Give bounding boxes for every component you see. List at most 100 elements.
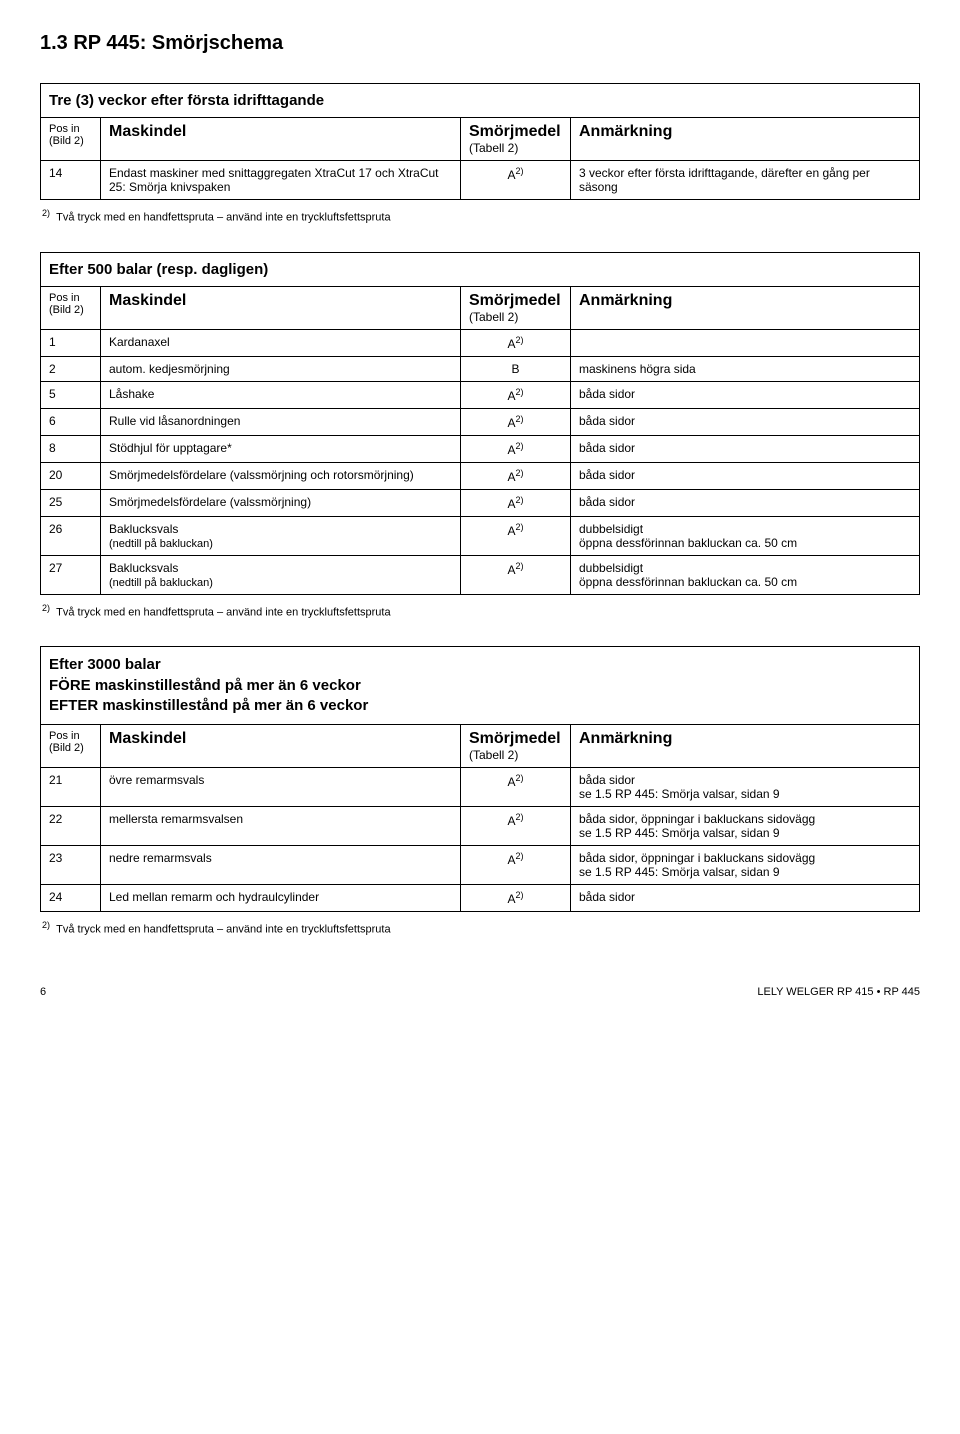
cell-note: 3 veckor efter första idrifttagande, där… xyxy=(571,161,920,200)
cell-pos: 27 xyxy=(41,555,101,594)
cell-note: båda sidor xyxy=(571,462,920,489)
cell-note: båda sidor, öppningar i bakluckans sidov… xyxy=(571,807,920,846)
cell-part: autom. kedjesmörjning xyxy=(101,356,461,381)
table-row: 21 övre remarmsvals A2) båda sidor se 1.… xyxy=(41,768,920,807)
table-heading-row: Efter 3000 balar FÖRE maskinstillestånd … xyxy=(41,647,920,725)
cell-note: dubbelsidigt öppna dessförinnan baklucka… xyxy=(571,516,920,555)
cell-lubricant: A2) xyxy=(461,408,571,435)
cell-lubricant: A2) xyxy=(461,555,571,594)
col-pos: Pos in (Bild 2) xyxy=(41,118,101,161)
cell-pos: 2 xyxy=(41,356,101,381)
cell-lubricant: A2) xyxy=(461,161,571,200)
cell-lubricant: A2) xyxy=(461,807,571,846)
col-note: Anmärkning xyxy=(571,286,920,329)
table-heading-row: Efter 500 balar (resp. dagligen) xyxy=(41,252,920,286)
table-row: 1 Kardanaxel A2) xyxy=(41,329,920,356)
table-row: 24 Led mellan remarm och hydraulcylinder… xyxy=(41,885,920,912)
cell-pos: 26 xyxy=(41,516,101,555)
cell-part: Baklucksvals (nedtill på bakluckan) xyxy=(101,555,461,594)
column-header-row: Pos in (Bild 2) Maskindel Smörjmedel (Ta… xyxy=(41,725,920,768)
table-row: 20 Smörjmedelsfördelare (valssmörjning o… xyxy=(41,462,920,489)
col-part: Maskindel xyxy=(101,286,461,329)
cell-part: Låshake xyxy=(101,381,461,408)
cell-part: Kardanaxel xyxy=(101,329,461,356)
cell-note xyxy=(571,329,920,356)
column-header-row: Pos in (Bild 2) Maskindel Smörjmedel (Ta… xyxy=(41,118,920,161)
table-3000-balar: Efter 3000 balar FÖRE maskinstillestånd … xyxy=(40,646,920,912)
cell-note: båda sidor se 1.5 RP 445: Smörja valsar,… xyxy=(571,768,920,807)
cell-part: Smörjmedelsfördelare (valssmörjning och … xyxy=(101,462,461,489)
cell-part: Rulle vid låsanordningen xyxy=(101,408,461,435)
cell-note: dubbelsidigt öppna dessförinnan baklucka… xyxy=(571,555,920,594)
cell-note: båda sidor xyxy=(571,381,920,408)
table-500-balar: Efter 500 balar (resp. dagligen) Pos in … xyxy=(40,252,920,595)
cell-lubricant: A2) xyxy=(461,516,571,555)
cell-part: nedre remarmsvals xyxy=(101,846,461,885)
cell-pos: 24 xyxy=(41,885,101,912)
table-heading: Efter 500 balar (resp. dagligen) xyxy=(41,252,920,286)
cell-note: båda sidor xyxy=(571,885,920,912)
cell-pos: 5 xyxy=(41,381,101,408)
cell-pos: 1 xyxy=(41,329,101,356)
cell-part: Smörjmedelsfördelare (valssmörjning) xyxy=(101,489,461,516)
cell-pos: 22 xyxy=(41,807,101,846)
cell-note: båda sidor, öppningar i bakluckans sidov… xyxy=(571,846,920,885)
col-lubricant: Smörjmedel (Tabell 2) xyxy=(461,286,571,329)
cell-part: Baklucksvals (nedtill på bakluckan) xyxy=(101,516,461,555)
page-number: 6 xyxy=(40,986,46,998)
cell-lubricant: A2) xyxy=(461,489,571,516)
table-heading: Efter 3000 balar FÖRE maskinstillestånd … xyxy=(41,647,920,725)
cell-lubricant: A2) xyxy=(461,885,571,912)
cell-note: maskinens högra sida xyxy=(571,356,920,381)
col-lubricant: Smörjmedel (Tabell 2) xyxy=(461,118,571,161)
table-heading: Tre (3) veckor efter första idrifttagand… xyxy=(41,84,920,118)
cell-pos: 25 xyxy=(41,489,101,516)
cell-part: Led mellan remarm och hydraulcylinder xyxy=(101,885,461,912)
table-heading-row: Tre (3) veckor efter första idrifttagand… xyxy=(41,84,920,118)
table-row: 8 Stödhjul för upptagare* A2) båda sidor xyxy=(41,435,920,462)
cell-part: Endast maskiner med snittaggregaten Xtra… xyxy=(101,161,461,200)
section-title: 1.3 RP 445: Smörjschema xyxy=(40,32,920,55)
cell-note: båda sidor xyxy=(571,435,920,462)
cell-pos: 20 xyxy=(41,462,101,489)
cell-lubricant: A2) xyxy=(461,462,571,489)
cell-lubricant: A2) xyxy=(461,768,571,807)
cell-pos: 21 xyxy=(41,768,101,807)
cell-part: Stödhjul för upptagare* xyxy=(101,435,461,462)
cell-lubricant: B xyxy=(461,356,571,381)
table-row: 22 mellersta remarmsvalsen A2) båda sido… xyxy=(41,807,920,846)
cell-note: båda sidor xyxy=(571,489,920,516)
col-lubricant: Smörjmedel (Tabell 2) xyxy=(461,725,571,768)
cell-pos: 8 xyxy=(41,435,101,462)
col-note: Anmärkning xyxy=(571,118,920,161)
col-pos: Pos in (Bild 2) xyxy=(41,286,101,329)
footnote: 2) Två tryck med en handfettspruta – anv… xyxy=(42,208,920,224)
col-note: Anmärkning xyxy=(571,725,920,768)
footnote: 2) Två tryck med en handfettspruta – anv… xyxy=(42,603,920,619)
cell-lubricant: A2) xyxy=(461,846,571,885)
cell-lubricant: A2) xyxy=(461,329,571,356)
table-row: 14 Endast maskiner med snittaggregaten X… xyxy=(41,161,920,200)
cell-lubricant: A2) xyxy=(461,435,571,462)
table-row: 27 Baklucksvals (nedtill på bakluckan) A… xyxy=(41,555,920,594)
cell-note: båda sidor xyxy=(571,408,920,435)
table-row: 5 Låshake A2) båda sidor xyxy=(41,381,920,408)
table-3-weeks: Tre (3) veckor efter första idrifttagand… xyxy=(40,83,920,200)
cell-lubricant: A2) xyxy=(461,381,571,408)
col-pos: Pos in (Bild 2) xyxy=(41,725,101,768)
col-part: Maskindel xyxy=(101,725,461,768)
cell-pos: 23 xyxy=(41,846,101,885)
table-row: 2 autom. kedjesmörjning B maskinens högr… xyxy=(41,356,920,381)
column-header-row: Pos in (Bild 2) Maskindel Smörjmedel (Ta… xyxy=(41,286,920,329)
table-row: 6 Rulle vid låsanordningen A2) båda sido… xyxy=(41,408,920,435)
table-row: 26 Baklucksvals (nedtill på bakluckan) A… xyxy=(41,516,920,555)
page-footer: 6 LELY WELGER RP 415 • RP 445 xyxy=(40,986,920,998)
doc-id: LELY WELGER RP 415 • RP 445 xyxy=(757,986,920,998)
footnote: 2) Två tryck med en handfettspruta – anv… xyxy=(42,920,920,936)
cell-part: övre remarmsvals xyxy=(101,768,461,807)
table-row: 23 nedre remarmsvals A2) båda sidor, öpp… xyxy=(41,846,920,885)
cell-pos: 14 xyxy=(41,161,101,200)
table-row: 25 Smörjmedelsfördelare (valssmörjning) … xyxy=(41,489,920,516)
cell-part: mellersta remarmsvalsen xyxy=(101,807,461,846)
col-part: Maskindel xyxy=(101,118,461,161)
